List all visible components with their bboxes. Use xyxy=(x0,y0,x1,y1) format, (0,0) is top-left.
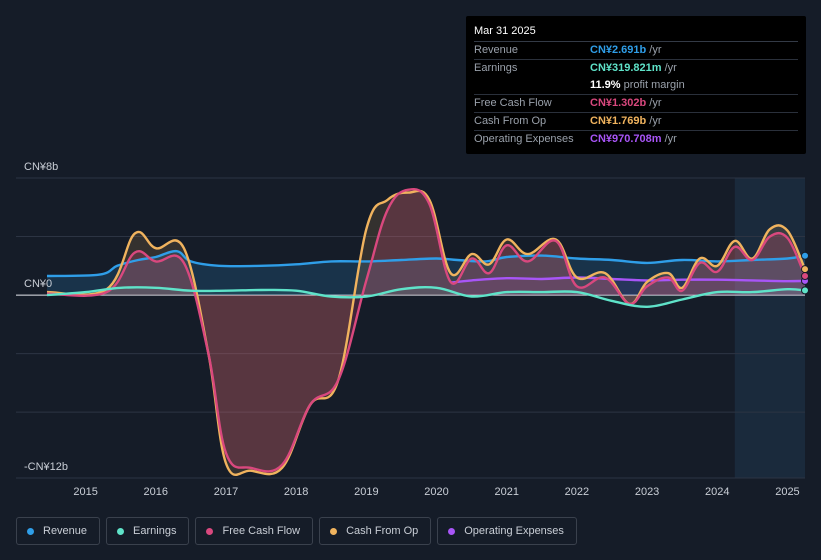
legend-dot-icon xyxy=(448,527,456,535)
y-tick-label: CN¥0 xyxy=(24,278,52,290)
line-revenue xyxy=(46,249,806,278)
chart-legend: Revenue Earnings Free Cash Flow Cash From O… xyxy=(16,517,577,545)
x-tick-label: 2016 xyxy=(144,486,168,498)
x-tick-label: 2018 xyxy=(284,486,308,498)
area-free-cash-flow xyxy=(47,189,805,472)
tooltip-row: Operating Expenses CN¥970.708m/yr xyxy=(474,131,798,148)
area-cash-from-op xyxy=(47,190,805,475)
x-tick-label: 2020 xyxy=(424,486,448,498)
series-areas xyxy=(47,189,805,475)
tooltip-rows: Revenue CN¥2.691b/yr Earnings CN¥319.821m/y… xyxy=(474,42,798,148)
line-free-cash-flow xyxy=(46,188,807,473)
series-endpoints xyxy=(801,251,809,295)
x-tick-label: 2015 xyxy=(73,486,97,498)
legend-label: Free Cash Flow xyxy=(222,525,301,537)
x-axis-labels: 2015 2016 2017 2018 2019 2020 2021 2022 2023 2024… xyxy=(73,486,799,498)
gridlines xyxy=(16,177,805,479)
tooltip-value: CN¥319.821m xyxy=(590,62,662,74)
tooltip-value: CN¥2.691b xyxy=(590,44,647,56)
endpoint-cash-from-op xyxy=(801,265,809,274)
tooltip-value: CN¥970.708m xyxy=(590,133,662,145)
legend-dot-icon xyxy=(27,527,34,535)
line-earnings xyxy=(46,286,806,309)
x-tick-label: 2022 xyxy=(565,486,589,498)
area-operating-expenses xyxy=(450,277,805,296)
x-tick-label: 2017 xyxy=(214,486,238,498)
tooltip-row: Earnings CN¥319.821m/yr xyxy=(474,60,798,77)
area-earnings xyxy=(47,287,805,307)
legend-label: Operating Expenses xyxy=(464,525,564,537)
tooltip-unit: /yr xyxy=(649,115,662,127)
legend-revenue[interactable]: Revenue xyxy=(16,517,101,545)
x-tick-label: 2025 xyxy=(775,486,799,498)
y-tick-label: CN¥8b xyxy=(24,161,58,173)
endpoint-revenue xyxy=(801,251,809,260)
y-tick-label: -CN¥12b xyxy=(24,461,68,473)
x-tick-label: 2023 xyxy=(635,486,659,498)
series-lines xyxy=(46,188,807,476)
tooltip-value: 11.9% xyxy=(590,79,621,91)
tooltip-label xyxy=(474,77,590,94)
tooltip-value: CN¥1.769b xyxy=(590,115,647,127)
x-tick-label: 2019 xyxy=(354,486,378,498)
tooltip-unit: /yr xyxy=(649,44,662,56)
data-tooltip: Mar 31 2025 Revenue CN¥2.691b/yr Earnings C… xyxy=(466,16,806,154)
x-tick-label: 2024 xyxy=(705,486,729,498)
legend-operating-expenses[interactable]: Operating Expenses xyxy=(437,517,577,545)
tooltip-row: Revenue CN¥2.691b/yr xyxy=(474,42,798,60)
legend-label: Earnings xyxy=(133,525,177,537)
tooltip-date: Mar 31 2025 xyxy=(474,24,798,42)
legend-free-cash-flow[interactable]: Free Cash Flow xyxy=(195,517,314,545)
tooltip-row: Free Cash Flow CN¥1.302b/yr xyxy=(474,95,798,113)
tooltip-unit: /yr xyxy=(664,62,677,74)
tooltip-label: Free Cash Flow xyxy=(474,97,552,109)
tooltip-label: Earnings xyxy=(474,62,518,74)
tooltip-row: 11.9% profit margin xyxy=(474,77,798,95)
y-axis-labels: CN¥8b CN¥0 -CN¥12b xyxy=(24,161,68,473)
x-tick-label: 2021 xyxy=(494,486,518,498)
legend-dot-icon xyxy=(206,527,214,535)
endpoint-earnings xyxy=(801,286,809,295)
endpoint-free-cash-flow xyxy=(801,272,809,281)
legend-dot-icon xyxy=(330,527,338,535)
tooltip-label: Operating Expenses xyxy=(474,133,574,145)
tooltip-row: Cash From Op CN¥1.769b/yr xyxy=(474,113,798,131)
forecast-region xyxy=(734,178,805,478)
legend-dot-icon xyxy=(117,527,125,535)
legend-label: Cash From Op xyxy=(346,525,419,537)
tooltip-label: Cash From Op xyxy=(474,115,547,127)
legend-earnings[interactable]: Earnings xyxy=(106,517,190,545)
legend-cash-from-op[interactable]: Cash From Op xyxy=(319,517,432,545)
tooltip-value: CN¥1.302b xyxy=(590,97,647,109)
tooltip-unit: /yr xyxy=(649,97,662,109)
line-operating-expenses xyxy=(450,276,806,284)
tooltip-unit: profit margin xyxy=(623,79,685,91)
legend-label: Revenue xyxy=(43,525,88,537)
tooltip-label: Revenue xyxy=(474,44,519,56)
tooltip-unit: /yr xyxy=(664,133,677,145)
